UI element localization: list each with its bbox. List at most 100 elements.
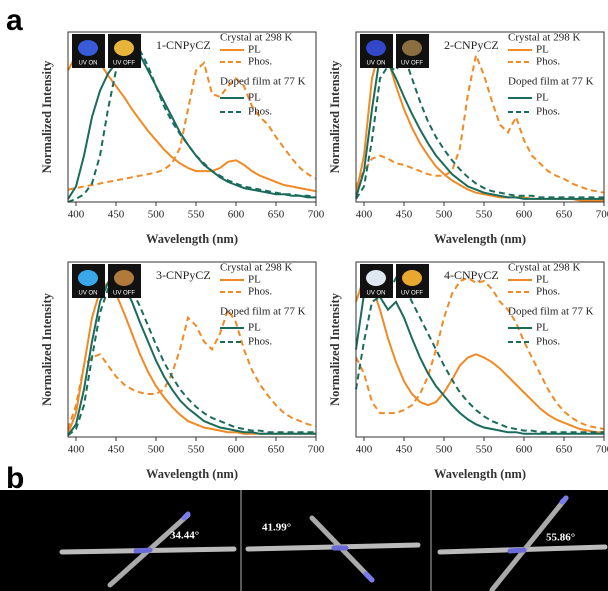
- spectrum-line: [355, 45, 604, 202]
- sample-name: 1-CNPyCZ: [156, 38, 211, 52]
- x-tick-label: 400: [68, 444, 85, 456]
- inset-sample: [402, 40, 422, 56]
- y-axis-label: Normalized Intensity: [40, 292, 54, 406]
- inset-sample: [114, 270, 134, 286]
- x-tick-label: 700: [596, 209, 608, 221]
- chart: 400 450 500 550 600 650 700 Wavelength (nm) Norm…: [40, 261, 325, 481]
- legend-group: Crystal at 298 K: [508, 262, 580, 274]
- x-tick-label: 550: [476, 209, 493, 221]
- legend-label: Phos.: [248, 336, 272, 348]
- plot-frame: [355, 31, 605, 203]
- x-tick-label: 650: [268, 209, 285, 221]
- x-tick-label: 700: [596, 444, 608, 456]
- x-tick-label: 400: [356, 444, 373, 456]
- legend-label: PL: [536, 274, 549, 286]
- spectrum-line: [67, 307, 317, 430]
- legend-group: Doped film at 77 K: [220, 306, 306, 318]
- spectrum-line: [355, 52, 604, 200]
- panel-label: a: [6, 4, 23, 37]
- legend-label: PL: [536, 92, 549, 104]
- legend-group: Crystal at 298 K: [220, 262, 292, 274]
- x-tick-label: 450: [396, 444, 413, 456]
- inset-label: UV OFF: [401, 61, 423, 67]
- legend-label: Phos.: [536, 336, 560, 348]
- dihedral-angle: 41.99°: [262, 522, 291, 534]
- x-tick-label: 550: [476, 444, 493, 456]
- legend-label: PL: [248, 274, 261, 286]
- x-tick-label: 600: [516, 209, 533, 221]
- x-tick-label: 450: [108, 444, 125, 456]
- x-axis-label: Wavelength (nm): [434, 467, 526, 481]
- legend-group: Doped film at 77 K: [508, 306, 594, 318]
- inset-sample: [114, 40, 134, 56]
- inset-label: UV OFF: [113, 291, 135, 297]
- x-tick-label: 400: [68, 209, 85, 221]
- legend-label: Phos.: [248, 286, 272, 298]
- x-tick-label: 500: [148, 444, 165, 456]
- inset-sample: [402, 270, 422, 286]
- inset-label: UV ON: [366, 291, 385, 297]
- inset-sample: [366, 270, 386, 286]
- x-tick-label: 700: [308, 209, 325, 221]
- spectrum-line: [355, 276, 604, 434]
- inset-label: UV OFF: [113, 61, 135, 67]
- legend-label: Phos.: [536, 286, 560, 298]
- legend-label: Phos.: [248, 106, 272, 118]
- spectrum-line: [355, 276, 604, 434]
- chart: 400 450 500 550 600 650 700 Wavelength (nm) Norm…: [40, 31, 325, 246]
- legend-label: PL: [248, 322, 261, 334]
- spectrum-line: [355, 284, 604, 435]
- crystal-structures: 34.44° 41.99° 55.86°: [0, 490, 608, 591]
- legend-label: Phos.: [248, 56, 272, 68]
- legend-label: Phos.: [536, 56, 560, 68]
- legend-group: Crystal at 298 K: [220, 32, 292, 44]
- y-axis-label: Normalized Intensity: [328, 292, 342, 406]
- x-axis-label: Wavelength (nm): [146, 232, 238, 246]
- x-tick-label: 450: [108, 209, 125, 221]
- inset-sample: [366, 40, 386, 56]
- spectrum-line: [67, 49, 317, 203]
- legend-label: Phos.: [536, 106, 560, 118]
- inset-label: UV ON: [366, 61, 385, 67]
- y-axis-label: Normalized Intensity: [40, 60, 54, 174]
- inset-label: UV ON: [78, 61, 97, 67]
- x-tick-label: 400: [356, 209, 373, 221]
- sample-name: 3-CNPyCZ: [156, 268, 211, 282]
- x-tick-label: 650: [268, 444, 285, 456]
- inset-label: UV ON: [78, 291, 97, 297]
- y-axis-label: Normalized Intensity: [328, 60, 342, 174]
- x-tick-label: 500: [436, 209, 453, 221]
- x-tick-label: 650: [556, 444, 573, 456]
- x-tick-label: 550: [188, 444, 205, 456]
- plot-frame: [355, 261, 605, 438]
- x-axis-label: Wavelength (nm): [434, 232, 526, 246]
- x-axis-label: Wavelength (nm): [146, 467, 238, 481]
- x-tick-label: 500: [436, 444, 453, 456]
- legend-label: PL: [536, 44, 549, 56]
- x-tick-label: 650: [556, 209, 573, 221]
- spectrum-line: [67, 46, 317, 193]
- x-tick-label: 600: [228, 444, 245, 456]
- chart: 400 450 500 550 600 650 700 Wavelength (nm) Norm…: [328, 31, 608, 246]
- plot-frame: [67, 31, 317, 203]
- structure-background: [0, 490, 608, 591]
- x-tick-label: 600: [516, 444, 533, 456]
- x-tick-label: 550: [188, 209, 205, 221]
- legend-group: Crystal at 298 K: [508, 32, 580, 44]
- dihedral-angle: 55.86°: [546, 532, 575, 544]
- inset-sample: [78, 40, 98, 56]
- legend-label: PL: [536, 322, 549, 334]
- chart: 400 450 500 550 600 650 700 Wavelength (nm) Norm…: [328, 261, 608, 481]
- spectrum-line: [355, 276, 605, 430]
- inset-label: UV OFF: [401, 291, 423, 297]
- x-tick-label: 450: [396, 209, 413, 221]
- x-tick-label: 700: [308, 444, 325, 456]
- legend-label: PL: [248, 44, 261, 56]
- spectrum-line: [355, 53, 604, 200]
- dihedral-angle: 34.44°: [170, 530, 199, 542]
- legend-group: Doped film at 77 K: [508, 76, 594, 88]
- sample-name: 4-CNPyCZ: [444, 268, 499, 282]
- legend-group: Doped film at 77 K: [220, 76, 306, 88]
- x-tick-label: 500: [148, 209, 165, 221]
